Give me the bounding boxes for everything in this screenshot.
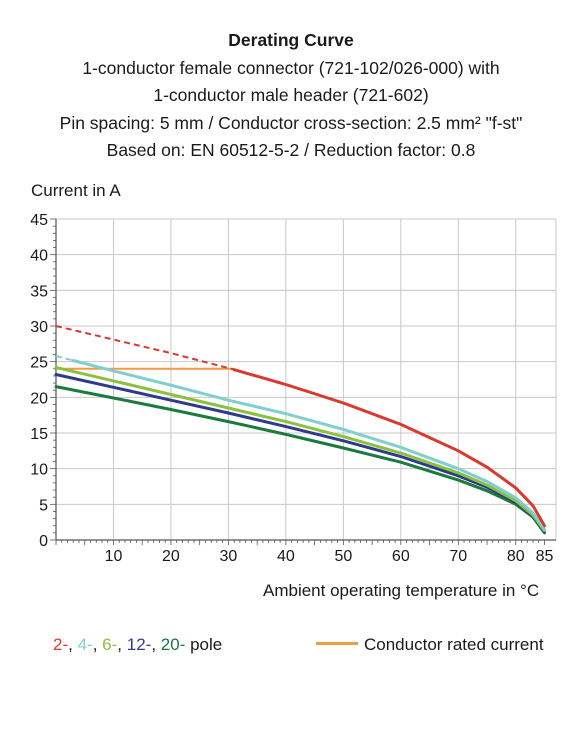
chart-grid bbox=[56, 218, 557, 540]
pole-legend-item: , bbox=[68, 635, 78, 654]
series-4-pole-dashed bbox=[55, 355, 74, 362]
rated-current-swatch bbox=[316, 642, 358, 646]
chart-subtitle-line-3: Pin spacing: 5 mm / Conductor cross-sect… bbox=[59, 112, 523, 133]
chart-title: Derating Curve bbox=[228, 30, 354, 50]
pole-legend-item: 6- bbox=[102, 635, 118, 654]
chart-ticks: 0 5 10 15 20 25 30 35 40 45 10 20 30 40 50 60 70 80 85 bbox=[30, 212, 553, 565]
rated-current-label: Conductor rated current bbox=[364, 635, 544, 654]
derating-chart: 0 5 10 15 20 25 30 35 40 45 10 20 30 40 50 60 70 80 85 bbox=[30, 212, 557, 565]
series-20-pole-line bbox=[54, 385, 546, 535]
y-tick-label: 10 bbox=[30, 462, 48, 479]
pole-legend-item: 4- bbox=[77, 635, 93, 654]
chart-header: Derating Curve 1-conductor female connec… bbox=[0, 27, 582, 165]
pole-legend: 2-, 4-, 6-, 12-, 20- pole bbox=[53, 635, 222, 655]
y-tick-label: 15 bbox=[30, 426, 48, 443]
x-tick-label: 70 bbox=[449, 548, 467, 565]
y-tick-label: 25 bbox=[30, 355, 48, 372]
series-12-pole-line bbox=[54, 373, 546, 533]
y-tick-label: 20 bbox=[30, 390, 48, 407]
chart-subtitle-line-2: 1-conductor male header (721-602) bbox=[153, 85, 429, 105]
pole-legend-item: , bbox=[151, 635, 161, 654]
y-tick-label: 5 bbox=[39, 497, 48, 514]
y-tick-label: 40 bbox=[30, 248, 48, 265]
x-tick-label: 40 bbox=[277, 548, 295, 565]
chart-subtitle-line-1: 1-conductor female connector (721-102/02… bbox=[82, 57, 500, 78]
y-tick-label: 30 bbox=[30, 319, 48, 336]
x-tick-label: 50 bbox=[334, 548, 352, 565]
pole-legend-item: , bbox=[117, 635, 127, 654]
pole-legend-item: 12- bbox=[126, 635, 152, 654]
y-tick-label: 35 bbox=[30, 283, 48, 300]
rated-current-legend: Conductor rated current bbox=[316, 635, 544, 655]
x-tick-label: 85 bbox=[536, 548, 554, 565]
x-tick-label: 60 bbox=[392, 548, 410, 565]
x-tick-label: 10 bbox=[105, 548, 123, 565]
y-tick-label: 0 bbox=[39, 533, 48, 550]
y-tick-label: 45 bbox=[30, 212, 48, 229]
chart-axes bbox=[50, 218, 556, 545]
x-tick-label: 30 bbox=[220, 548, 238, 565]
x-tick-label: 80 bbox=[507, 548, 525, 565]
pole-legend-item: , bbox=[92, 635, 103, 654]
series-6-pole-line bbox=[54, 365, 546, 533]
x-axis-label: Ambient operating temperature in °C bbox=[263, 581, 540, 600]
series-4-pole-line bbox=[71, 359, 546, 531]
x-tick-label: 20 bbox=[162, 548, 180, 565]
pole-legend-item: 2- bbox=[53, 635, 69, 654]
y-axis-label: Current in A bbox=[31, 181, 121, 200]
pole-legend-item: 20- bbox=[160, 635, 186, 654]
chart-subtitle-line-4: Based on: EN 60512-5-2 / Reduction facto… bbox=[106, 140, 476, 160]
series-2-pole-line bbox=[232, 368, 546, 528]
pole-legend-item: pole bbox=[185, 635, 223, 654]
chart-series bbox=[54, 325, 546, 535]
